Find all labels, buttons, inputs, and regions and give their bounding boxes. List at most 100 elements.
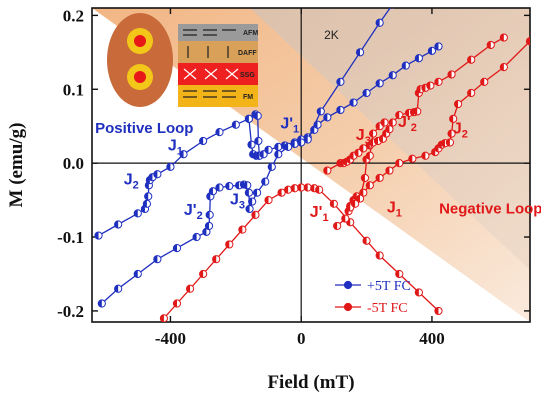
- data-point-plus5t: [375, 79, 384, 88]
- data-point-plus5t: [142, 199, 152, 208]
- data-point-plus5t: [114, 284, 123, 293]
- data-point-half: [467, 89, 472, 97]
- data-point-half: [487, 41, 491, 49]
- data-point-minus5t: [284, 185, 293, 194]
- data-point-half: [366, 152, 370, 160]
- data-point-half: [374, 137, 379, 145]
- data-point-half: [356, 195, 361, 203]
- data-point-half: [446, 138, 450, 147]
- data-point-half: [281, 141, 285, 150]
- transition-label: J'1: [280, 115, 299, 135]
- data-point-half: [173, 299, 177, 308]
- annotation-labels: Positive Loop Negative Loop J1 J2 J'2 J3 J'1 J'…: [95, 114, 541, 224]
- data-point-half: [245, 189, 249, 197]
- data-point-half: [254, 137, 259, 145]
- data-point-minus5t: [447, 129, 456, 138]
- data-point-half: [500, 33, 504, 42]
- data-point-half: [431, 148, 436, 156]
- data-point-half: [362, 89, 367, 97]
- x-axis-label: Field (mT): [267, 372, 354, 393]
- data-point-minus5t: [525, 37, 530, 46]
- data-point-ring: [390, 8, 395, 9]
- data-point-minus5t: [375, 251, 384, 260]
- data-point-plus5t: [252, 188, 262, 197]
- data-point-half: [336, 106, 341, 114]
- data-point-half: [366, 181, 370, 189]
- data-point-minus5t: [416, 85, 425, 94]
- data-point-minus5t: [159, 314, 169, 322]
- data-point-minus5t: [360, 173, 370, 183]
- data-point-plus5t: [215, 183, 224, 192]
- layer-ssg: [178, 63, 258, 85]
- data-point-half: [449, 115, 454, 123]
- data-point-minus5t: [467, 88, 476, 98]
- data-point-half: [389, 71, 393, 79]
- y-tick-label: 0.1: [63, 80, 84, 99]
- data-point-plus5t: [225, 181, 234, 191]
- data-point-half: [173, 244, 177, 252]
- data-point-plus5t: [144, 192, 153, 201]
- y-axis-label: M (emu/g): [6, 123, 27, 208]
- data-point-half: [336, 159, 341, 167]
- data-point-minus5t: [297, 183, 306, 192]
- layer-daff: [178, 41, 258, 63]
- axes: -400 0 400 0.2 0.1 0.0 -0.1 -0.2: [57, 6, 531, 348]
- data-point-minus5t: [388, 118, 397, 127]
- data-point-plus5t: [245, 204, 254, 214]
- plot-frame: [91, 7, 531, 323]
- data-point-half: [402, 62, 406, 70]
- data-point-minus5t: [355, 194, 365, 203]
- data-point-plus5t: [336, 105, 345, 115]
- data-point-half: [153, 170, 158, 178]
- data-point-half: [354, 149, 359, 157]
- data-point-plus5t: [375, 18, 384, 27]
- data-point-plus5t: [261, 177, 270, 186]
- data-point-half: [199, 270, 204, 278]
- data-point-half: [346, 203, 351, 212]
- data-point-plus5t: [166, 162, 175, 171]
- data-point-minus5t: [434, 306, 443, 316]
- data-point-plus5t: [434, 42, 443, 51]
- data-point-half: [212, 255, 217, 263]
- y-tick-label: 0.2: [63, 6, 84, 25]
- data-point-half: [369, 130, 374, 138]
- inset-label-ssg: SSG: [240, 72, 255, 79]
- data-point-half: [247, 141, 252, 149]
- data-point-half: [304, 183, 308, 192]
- data-point-minus5t: [333, 221, 342, 231]
- data-point-minus5t: [225, 240, 234, 249]
- data-point-half: [114, 220, 119, 229]
- y-tick-label: -0.2: [57, 302, 84, 321]
- data-point-half: [361, 174, 365, 182]
- x-tick-label: 0: [297, 329, 306, 348]
- data-point-plus5t: [244, 188, 253, 197]
- data-point-plus5t: [355, 48, 365, 57]
- transition-label: J3: [230, 192, 245, 212]
- data-point-plus5t: [390, 8, 395, 9]
- data-point-minus5t: [395, 159, 404, 168]
- data-point-plus5t: [179, 150, 188, 159]
- data-point-plus5t: [427, 46, 437, 55]
- data-point-plus5t: [192, 232, 201, 242]
- data-point-half: [362, 155, 367, 164]
- data-point-half: [179, 150, 184, 158]
- data-point-half: [341, 214, 346, 223]
- data-point-half: [366, 141, 370, 150]
- data-point-minus5t: [414, 288, 423, 297]
- data-point-plus5t: [208, 187, 218, 196]
- data-point-half: [225, 240, 230, 249]
- data-point-half: [264, 146, 269, 154]
- data-point-plus5t: [274, 150, 283, 159]
- data-point-half: [408, 155, 413, 163]
- data-point-half: [199, 137, 204, 145]
- data-point-half: [421, 152, 426, 160]
- data-point-half: [447, 70, 452, 79]
- data-point-half: [297, 138, 302, 147]
- data-point-half: [134, 270, 138, 278]
- data-point-minus5t: [365, 151, 374, 160]
- transition-label: J'2: [184, 202, 203, 222]
- data-point-plus5t: [97, 299, 106, 308]
- transition-label: J3: [356, 127, 371, 147]
- particle-core-top-inner: [134, 35, 146, 47]
- transition-label: J'1: [310, 204, 329, 224]
